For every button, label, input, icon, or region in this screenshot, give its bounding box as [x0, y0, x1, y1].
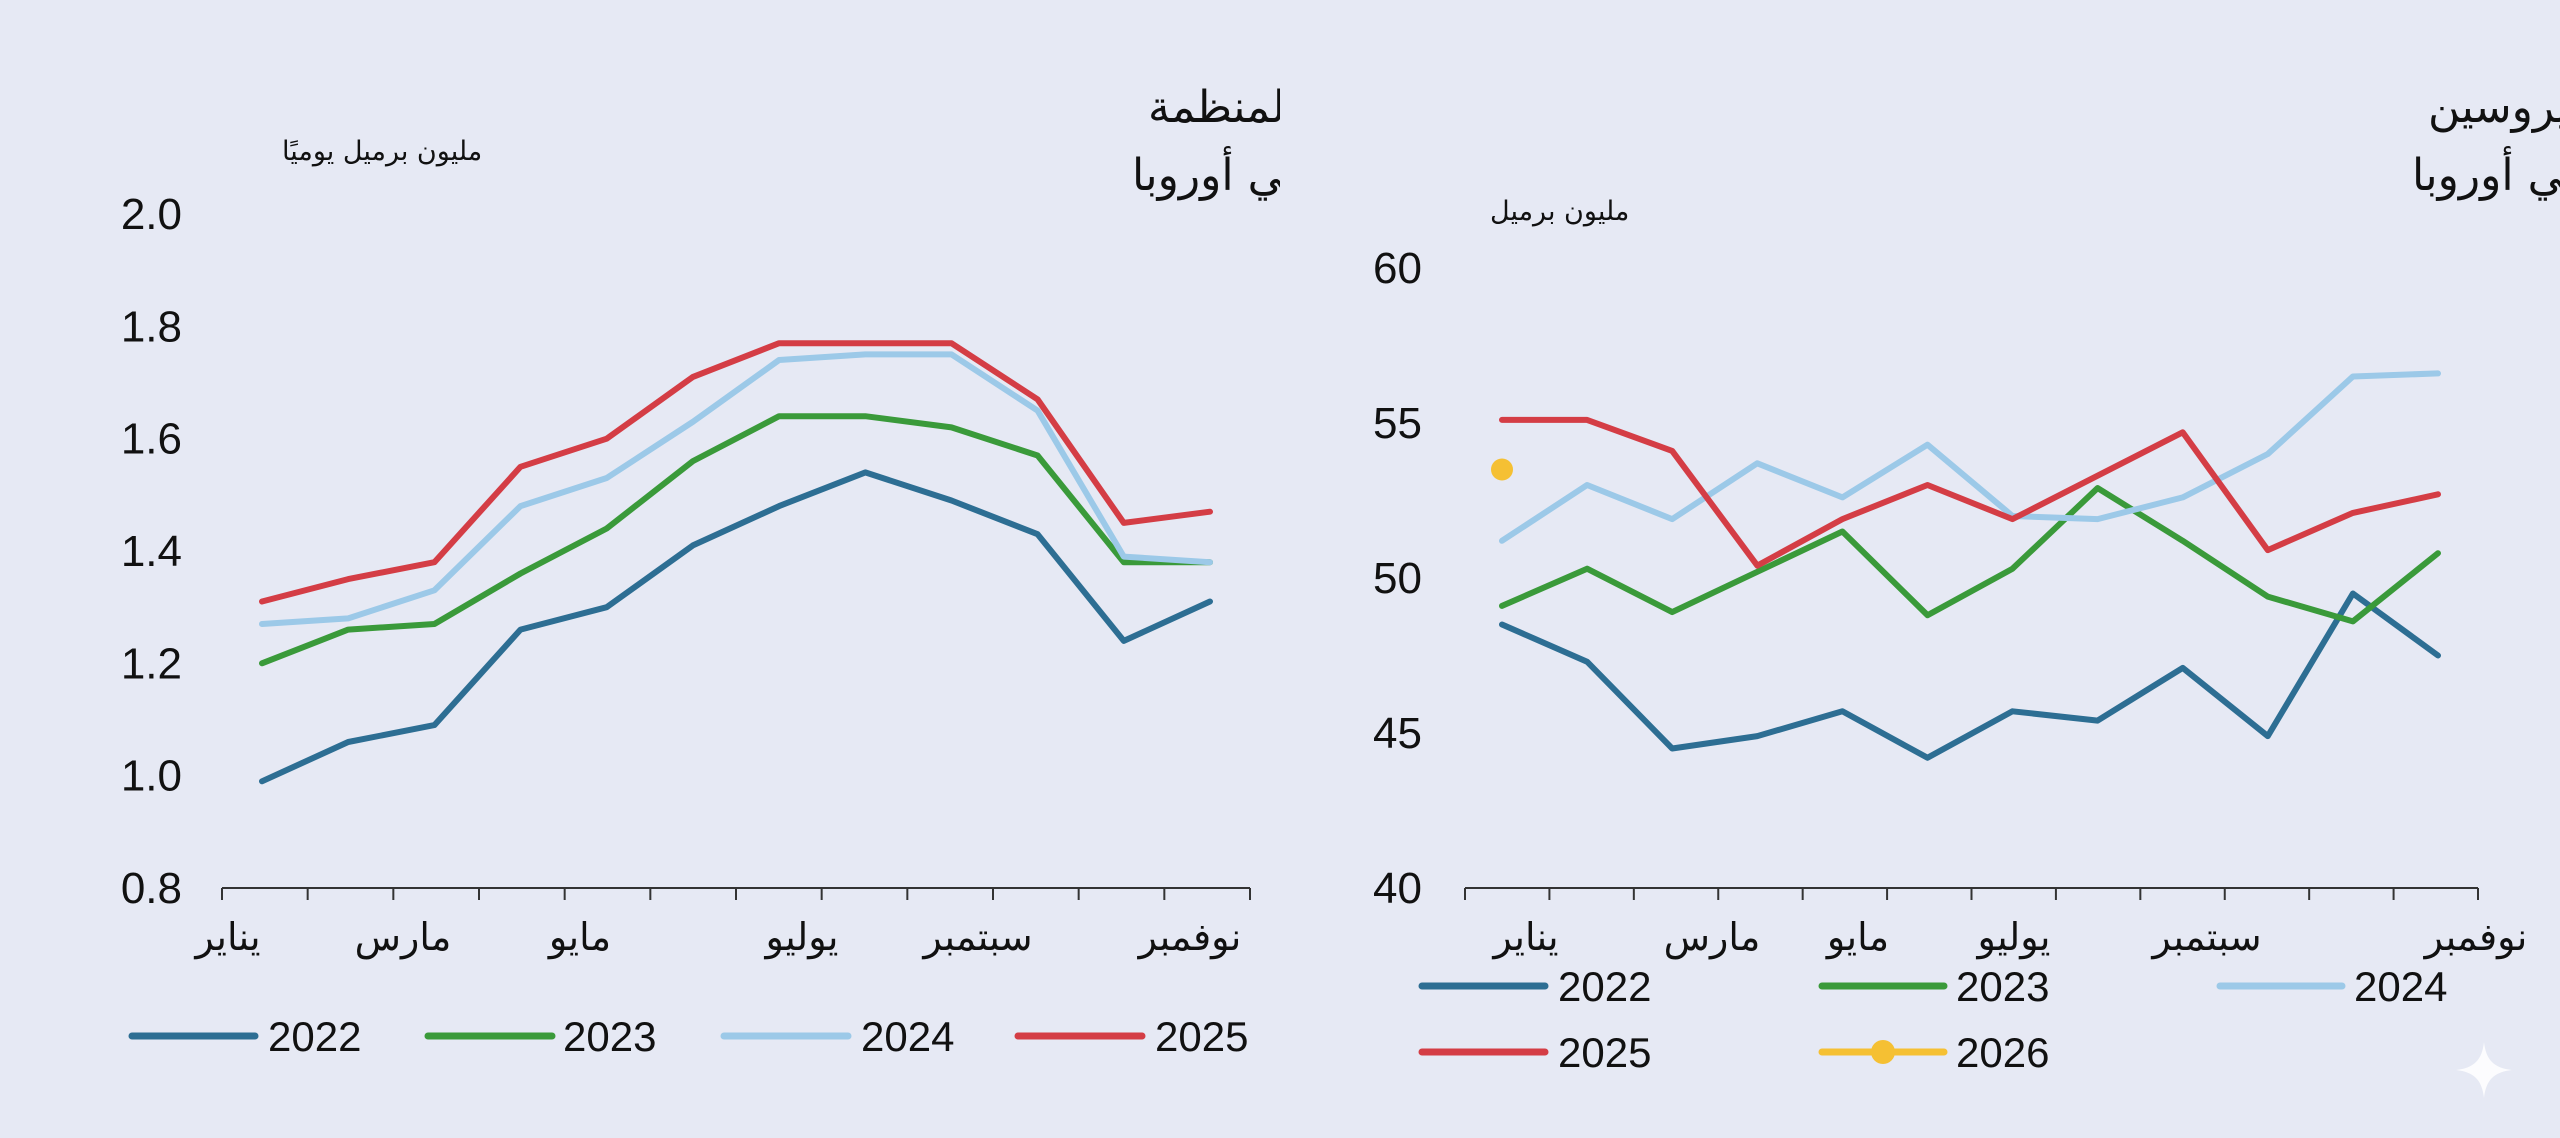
- series-2025-line: [259, 340, 1213, 605]
- series-2024-line: [259, 351, 1213, 627]
- jet-fuel-demand-chart: طلب وقود الطائرات/الكيروسين لمنظمة التعا…: [121, 82, 1877, 1060]
- legend-label-2025: 2025: [1558, 1029, 1651, 1076]
- y-tick-label: 1.8: [121, 302, 182, 351]
- y-tick-label: 1.0: [121, 752, 182, 801]
- legend-label-2026: 2026: [1956, 1029, 2049, 1076]
- x-axis: [1464, 887, 2479, 900]
- jet-fuel-stocks-chart-panel: المخزونات التجارية لوقود الطائرات/الكيرو…: [1280, 0, 2560, 1138]
- y-tick-label: 55: [1373, 399, 1422, 448]
- x-tick-label: نوفمبر: [1137, 915, 1242, 960]
- chart-title-line-2: لمنظمة التعاون الاقتصادي والتنمية في أور…: [2412, 146, 2560, 201]
- legend: 2022 2023 2024 2025 2026: [1418, 963, 2447, 1076]
- x-tick-label: مارس: [355, 915, 452, 959]
- legend-label-2022: 2022: [268, 1013, 361, 1060]
- series-2022-line: [1499, 590, 2441, 761]
- chart-title-line-2: التعاون الاقتصادي والتنمية في أوروبا: [1132, 146, 1280, 201]
- legend-label-2023: 2023: [1956, 963, 2049, 1010]
- chart-title-line-1: المخزونات التجارية لوقود الطائرات/الكيرو…: [2428, 82, 2560, 133]
- y-axis-unit-label: مليون برميل يوميًا: [282, 136, 482, 167]
- x-tick-label: نوفمبر: [2423, 915, 2528, 960]
- series-2022-line: [259, 469, 1213, 785]
- legend-label-2022: 2022: [1558, 963, 1651, 1010]
- series-2023-line: [1499, 485, 2441, 625]
- y-tick-label: 0.8: [121, 864, 182, 913]
- chart-title-line-1: طلب وقود الطائرات/الكيروسين لمنظمة: [1148, 82, 1280, 133]
- data-series: [259, 340, 1213, 785]
- legend-label-2025: 2025: [1155, 1013, 1248, 1060]
- series-2026-point: [1491, 458, 1513, 481]
- legend-marker-2026: [1871, 1040, 1895, 1064]
- sparkle-icon: [2456, 1042, 2512, 1098]
- x-tick-label: مايو: [1825, 915, 1889, 960]
- x-tick-label: يوليو: [1976, 915, 2051, 960]
- y-tick-label: 50: [1373, 554, 1422, 603]
- y-tick-label: 45: [1373, 709, 1422, 758]
- y-tick-label: 2.0: [121, 190, 182, 239]
- x-tick-label: سبتمبر: [921, 915, 1032, 960]
- y-tick-label: 1.6: [121, 415, 182, 464]
- series-2024-line: [1499, 370, 2441, 544]
- x-axis: [221, 887, 1251, 900]
- y-tick-label: 40: [1373, 864, 1422, 913]
- series-2025-line: [1499, 416, 2441, 569]
- x-axis-tick-labels: يناير مارس مايو يوليو سبتمبر نوفمبر: [1491, 915, 2527, 960]
- x-tick-label: سبتمبر: [2150, 915, 2261, 960]
- jet-fuel-stocks-chart: المخزونات التجارية لوقود الطائرات/الكيرو…: [1373, 82, 2560, 1076]
- series-2023-line: [259, 413, 1213, 667]
- y-tick-label: 60: [1373, 244, 1422, 293]
- x-tick-label: يناير: [193, 915, 260, 960]
- x-tick-label: مايو: [547, 915, 611, 960]
- y-axis-ticks: 40 45 50 55 60: [1373, 244, 1422, 913]
- jet-fuel-demand-chart-panel: طلب وقود الطائرات/الكيروسين لمنظمة التعا…: [121, 82, 1877, 1060]
- x-tick-label: يناير: [1491, 915, 1558, 960]
- x-tick-label: مارس: [1664, 915, 1761, 959]
- x-axis-tick-labels: يناير مارس مايو يوليو سبتمبر نوفمبر: [193, 915, 1241, 960]
- y-tick-label: 1.4: [121, 527, 182, 576]
- y-axis-ticks: 0.8 1.0 1.2 1.4 1.6 1.8 2.0: [121, 190, 182, 913]
- data-series: [1491, 370, 2441, 761]
- y-axis-unit-label: مليون برميل: [1490, 196, 1629, 227]
- legend-label-2023: 2023: [563, 1013, 656, 1060]
- legend-label-2024: 2024: [2354, 963, 2447, 1010]
- x-tick-label: يوليو: [764, 915, 839, 960]
- y-tick-label: 1.2: [121, 639, 182, 688]
- legend-label-2024: 2024: [861, 1013, 954, 1060]
- legend: 2022 2023 2024 2025: [128, 1013, 1248, 1060]
